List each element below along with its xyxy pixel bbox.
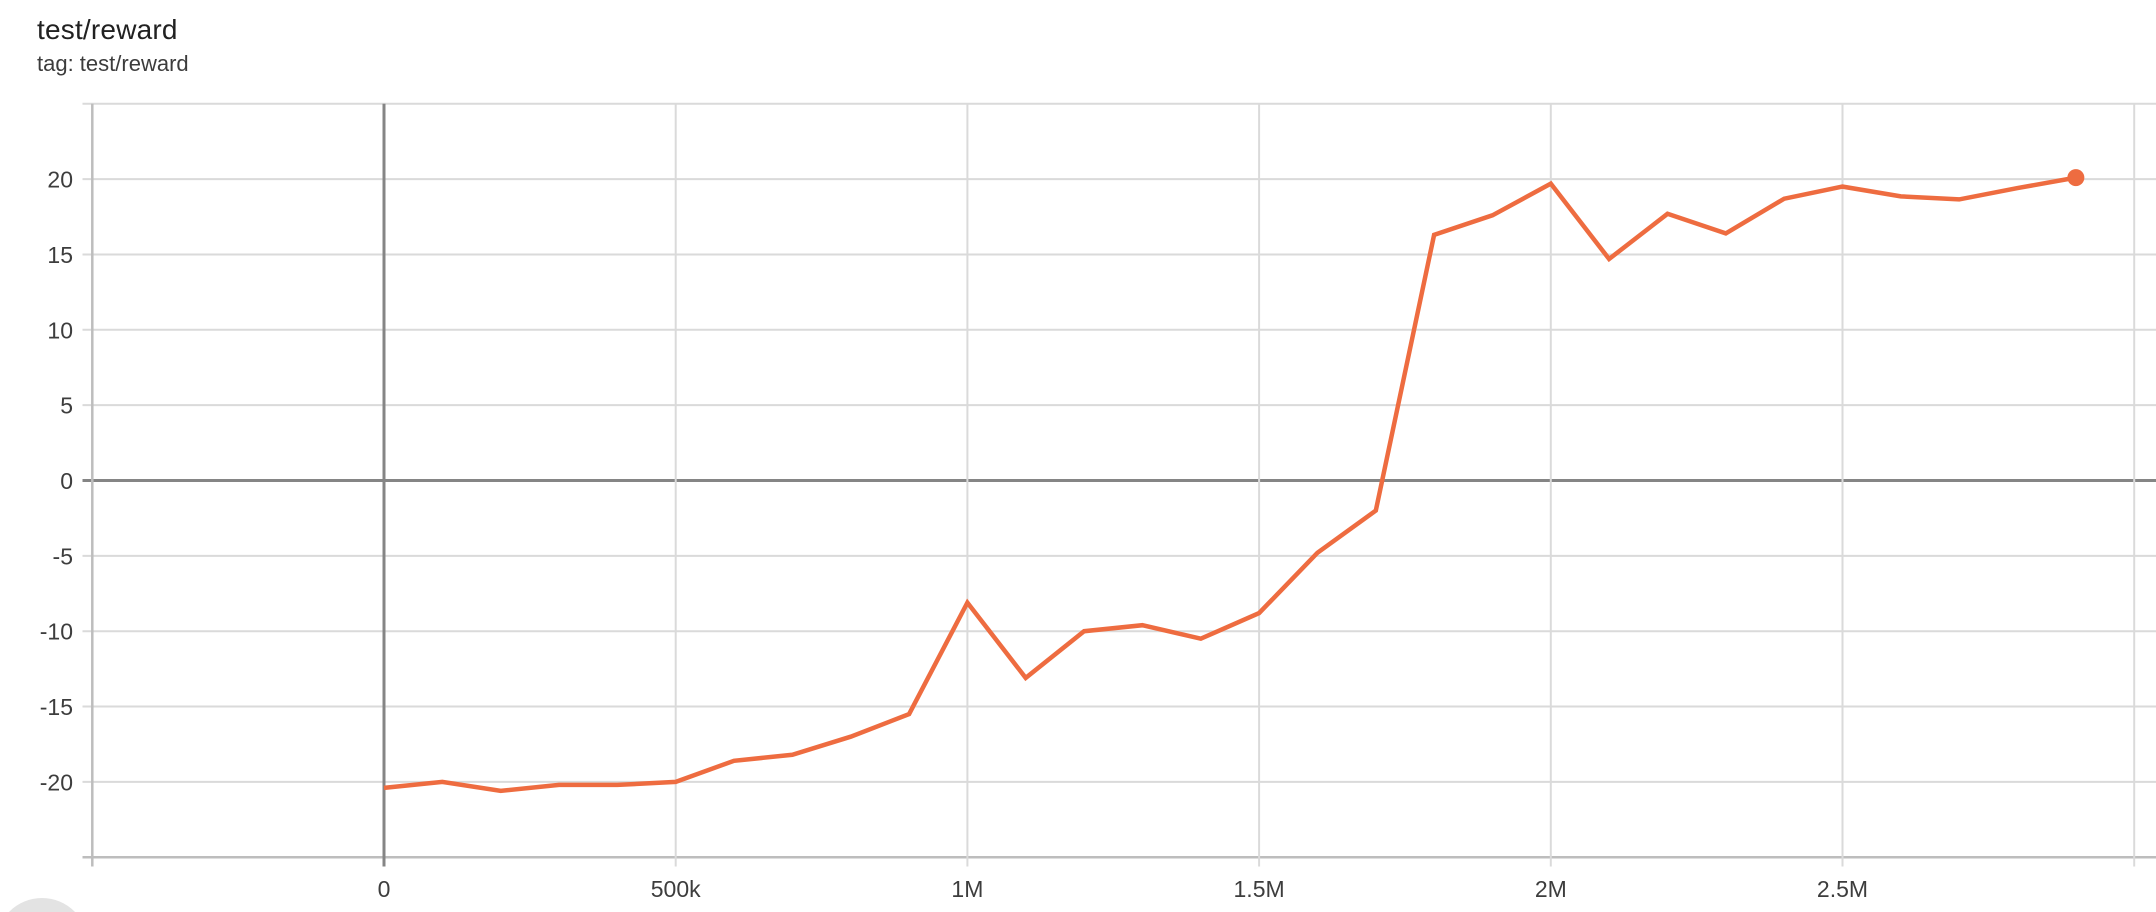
x-tick-label: 500k: [651, 876, 701, 902]
y-tick-label: -15: [40, 694, 73, 720]
chart-title: test/reward: [37, 14, 178, 45]
reward-series-line[interactable]: [383, 175, 2077, 794]
chart-tag-subtitle: tag: test/reward: [37, 51, 189, 76]
x-tick-label: 2M: [1535, 876, 1567, 902]
y-tick-label: 0: [60, 468, 73, 494]
y-tick-label: -10: [40, 619, 73, 645]
x-tick-label: 2.5M: [1817, 876, 1868, 902]
x-tick-label: 1.5M: [1234, 876, 1285, 902]
last-point-marker[interactable]: [2067, 169, 2085, 187]
y-tick-label: -5: [53, 543, 73, 569]
gridlines-layer: [82, 102, 2156, 867]
series-layer: [383, 169, 2085, 794]
y-tick-label: 5: [60, 393, 73, 419]
y-tick-label: -20: [40, 769, 73, 795]
y-tick-label: 15: [47, 242, 73, 268]
tick-labels-layer: 20 15 10 5 0 -5 -10 -15 -20 0 500k 1M 1.5M 2M 2.5M: [40, 167, 1868, 902]
x-tick-label: 0: [378, 876, 391, 902]
y-tick-label: 20: [47, 167, 73, 193]
x-tick-label: 1M: [951, 876, 983, 902]
y-tick-label: 10: [47, 317, 73, 343]
